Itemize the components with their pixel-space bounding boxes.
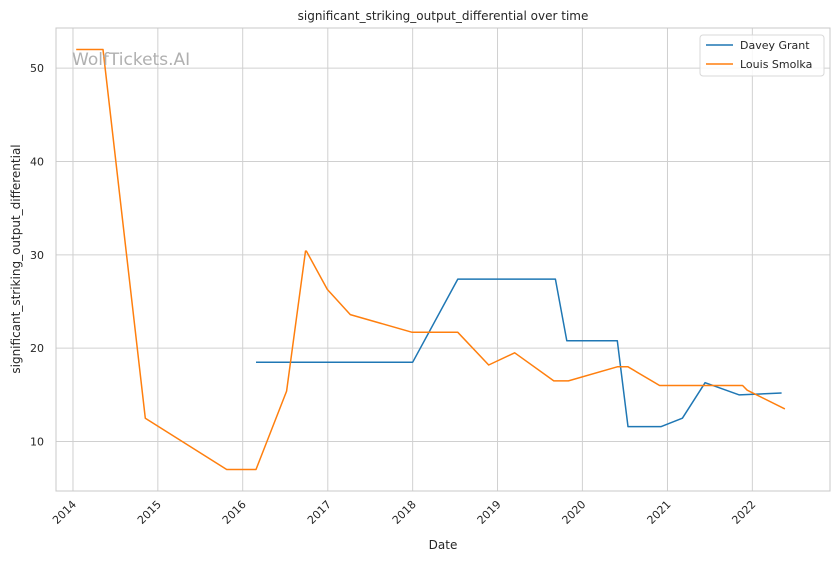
- x-tick-label: 2015: [135, 498, 164, 527]
- x-tick-label: 2014: [50, 498, 79, 527]
- x-tick-label: 2022: [729, 498, 758, 527]
- y-tick-label: 20: [30, 342, 44, 355]
- chart-title: significant_striking_output_differential…: [298, 9, 589, 23]
- y-tick-label: 50: [30, 62, 44, 75]
- x-axis-label: Date: [429, 538, 458, 552]
- x-tick-label: 2021: [645, 498, 674, 527]
- series-line-louis-smolka: [76, 48, 786, 471]
- y-axis-label: significant_striking_output_differential: [9, 144, 23, 373]
- legend-label-louis-smolka: Louis Smolka: [740, 58, 812, 71]
- legend-label-davey-grant: Davey Grant: [740, 39, 810, 52]
- series-lines: [76, 48, 786, 471]
- y-tick-label: 30: [30, 249, 44, 262]
- x-tick-label: 2016: [220, 498, 249, 527]
- x-tick-label: 2020: [560, 498, 589, 527]
- x-tick-label: 2018: [390, 498, 419, 527]
- x-tick-label: 2019: [475, 498, 504, 527]
- watermark: WolfTickets.AI: [72, 50, 190, 70]
- plot-frame: [55, 27, 831, 492]
- y-ticks: 10 20 30 40 50: [30, 62, 44, 448]
- series-line-davey-grant: [256, 278, 782, 428]
- x-tick-label: 2017: [305, 498, 334, 527]
- legend: Davey Grant Louis Smolka: [699, 34, 825, 77]
- grid: [56, 28, 830, 491]
- x-ticks: 2014 2015 2016 2017 2018 2019 2020 2021 2022: [50, 498, 758, 527]
- y-tick-label: 10: [30, 436, 44, 449]
- y-tick-label: 40: [30, 155, 44, 168]
